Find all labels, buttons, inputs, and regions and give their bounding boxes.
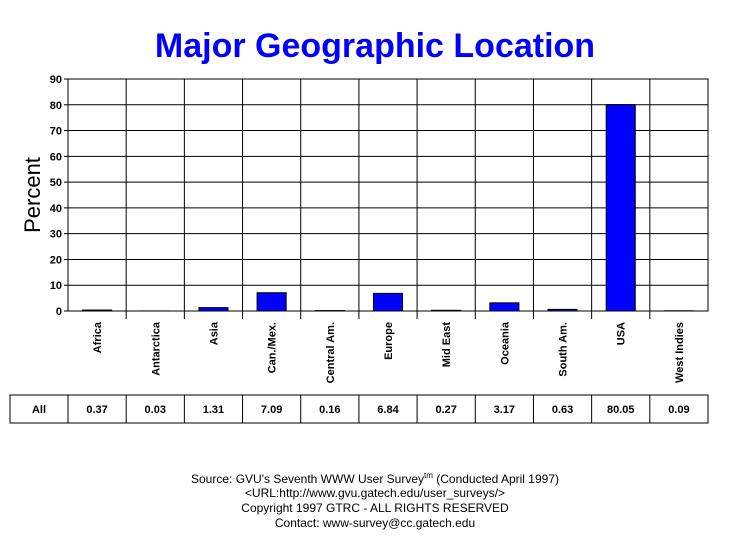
table-value: 0.27 bbox=[435, 404, 456, 416]
source-url: <URL:http://www.gvu.gatech.edu/user_surv… bbox=[245, 486, 505, 500]
y-tick-label: 10 bbox=[50, 280, 62, 292]
x-tick-label: Europe bbox=[383, 322, 395, 360]
x-tick-label: Asia bbox=[208, 321, 220, 345]
y-tick-label: 0 bbox=[56, 306, 62, 318]
source-line: Source: GVU's Seventh WWW User Surveytm … bbox=[191, 471, 559, 486]
copyright: Copyright 1997 GTRC - ALL RIGHTS RESERVE… bbox=[241, 501, 509, 515]
bar bbox=[547, 308, 578, 312]
x-tick-label: Central Am. bbox=[325, 322, 337, 383]
table-value: 3.17 bbox=[494, 404, 515, 416]
x-tick-label: Oceania bbox=[499, 321, 511, 365]
source-tail: (Conducted April 1997) bbox=[433, 472, 559, 486]
bar bbox=[256, 292, 287, 312]
x-tick-label: Antarctica bbox=[150, 321, 162, 376]
y-tick-label: 90 bbox=[50, 74, 62, 86]
table-value: 7.09 bbox=[261, 404, 282, 416]
bar bbox=[372, 292, 404, 312]
table-value: 0.16 bbox=[319, 404, 340, 416]
x-tick-label: South Am. bbox=[558, 322, 570, 377]
bar bbox=[489, 302, 520, 312]
y-tick-label: 30 bbox=[50, 229, 62, 241]
y-tick-label: 60 bbox=[50, 151, 62, 163]
y-tick-label: 20 bbox=[50, 254, 62, 266]
x-tick-label: Can./Mex. bbox=[267, 322, 279, 373]
y-axis-label: Percent bbox=[20, 157, 45, 233]
chart-title: Major Geographic Location bbox=[155, 27, 595, 65]
table-value: 80.05 bbox=[607, 404, 635, 416]
bar bbox=[82, 309, 113, 312]
contact: Contact: www-survey@cc.gatech.edu bbox=[275, 516, 475, 530]
y-tick-label: 70 bbox=[50, 126, 62, 138]
x-tick-label: West Indies bbox=[674, 322, 686, 383]
source: Source: GVU's Seventh WWW User Survey bbox=[191, 472, 424, 486]
y-tick-label: 50 bbox=[50, 177, 62, 189]
x-tick-label: Mid East bbox=[441, 322, 453, 368]
bar bbox=[605, 104, 636, 312]
y-tick-label: 80 bbox=[50, 100, 62, 112]
x-tick-label: USA bbox=[616, 322, 628, 345]
bar bbox=[198, 307, 229, 312]
x-tick-label: Africa bbox=[92, 321, 104, 353]
series-name: All bbox=[32, 404, 46, 416]
table-value: 0.63 bbox=[552, 404, 573, 416]
table-value: 0.09 bbox=[668, 404, 689, 416]
table-value: 0.03 bbox=[145, 404, 166, 416]
bar bbox=[431, 309, 462, 312]
table-value: 1.31 bbox=[203, 404, 224, 416]
table-value: 0.37 bbox=[86, 404, 107, 416]
table-value: 6.84 bbox=[377, 404, 399, 416]
y-tick-label: 40 bbox=[50, 203, 62, 215]
trademark: tm bbox=[424, 471, 433, 480]
